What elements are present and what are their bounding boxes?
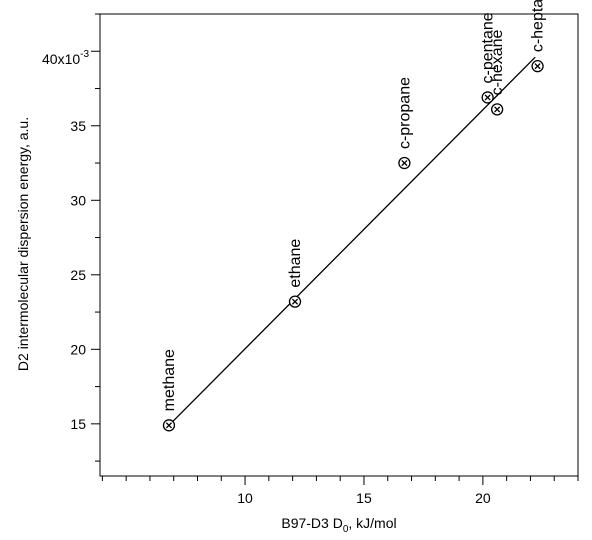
point-label: c-heptane bbox=[530, 0, 547, 52]
x-axis: 10 15 20 bbox=[101, 476, 579, 506]
x-axis-title-main: B97-D3 D bbox=[281, 515, 342, 531]
y-axis-top-label: 40x10-3 bbox=[42, 49, 89, 67]
y-axis-title: D2 intermolecular dispersion energy, a.u… bbox=[15, 117, 31, 371]
point-marker-cross bbox=[484, 94, 491, 101]
data-point-ethane: ethane bbox=[287, 239, 304, 308]
y-axis: 15 20 25 30 35 bbox=[70, 13, 100, 462]
point-marker-cross bbox=[534, 63, 541, 70]
data-point-c-heptane: c-heptane bbox=[530, 0, 547, 73]
data-point-methane: methane bbox=[161, 349, 178, 432]
point-label: methane bbox=[161, 349, 178, 411]
x-tick-label: 10 bbox=[237, 490, 253, 506]
point-marker-cross bbox=[401, 159, 408, 167]
data-point-c-pentane: c-pentane bbox=[480, 12, 497, 104]
point-marker-cross bbox=[291, 298, 299, 305]
point-marker-cross bbox=[494, 106, 501, 113]
point-label: ethane bbox=[287, 239, 304, 288]
point-label: c-pentane bbox=[480, 12, 497, 83]
x-axis-title: B97-D3 D0, kJ/mol bbox=[281, 515, 396, 535]
y-tick-label: 35 bbox=[70, 118, 86, 134]
data-point-c-hexane: c-hexane bbox=[489, 29, 506, 116]
fit-line-group bbox=[168, 56, 536, 426]
plot-frame-group bbox=[99, 13, 579, 477]
y-tick-label: 25 bbox=[70, 267, 86, 283]
point-label: c-hexane bbox=[489, 29, 506, 95]
data-point-c-propane: c-propane bbox=[396, 77, 413, 170]
y-scale-exponent: -3 bbox=[80, 49, 89, 60]
plot-frame bbox=[99, 13, 579, 477]
y-tick-label: 20 bbox=[70, 341, 86, 357]
x-tick-label: 15 bbox=[356, 490, 372, 506]
x-axis-title-suffix: , kJ/mol bbox=[348, 515, 396, 531]
x-axis-title-subscript: 0 bbox=[343, 524, 349, 535]
y-tick-label: 30 bbox=[70, 192, 86, 208]
fit-line bbox=[168, 56, 536, 426]
x-tick-label: 20 bbox=[475, 490, 491, 506]
y-scale-base: 40x10 bbox=[42, 51, 80, 67]
y-tick-label: 15 bbox=[70, 416, 86, 432]
point-marker-cross bbox=[165, 422, 173, 429]
point-label: c-propane bbox=[396, 77, 413, 149]
